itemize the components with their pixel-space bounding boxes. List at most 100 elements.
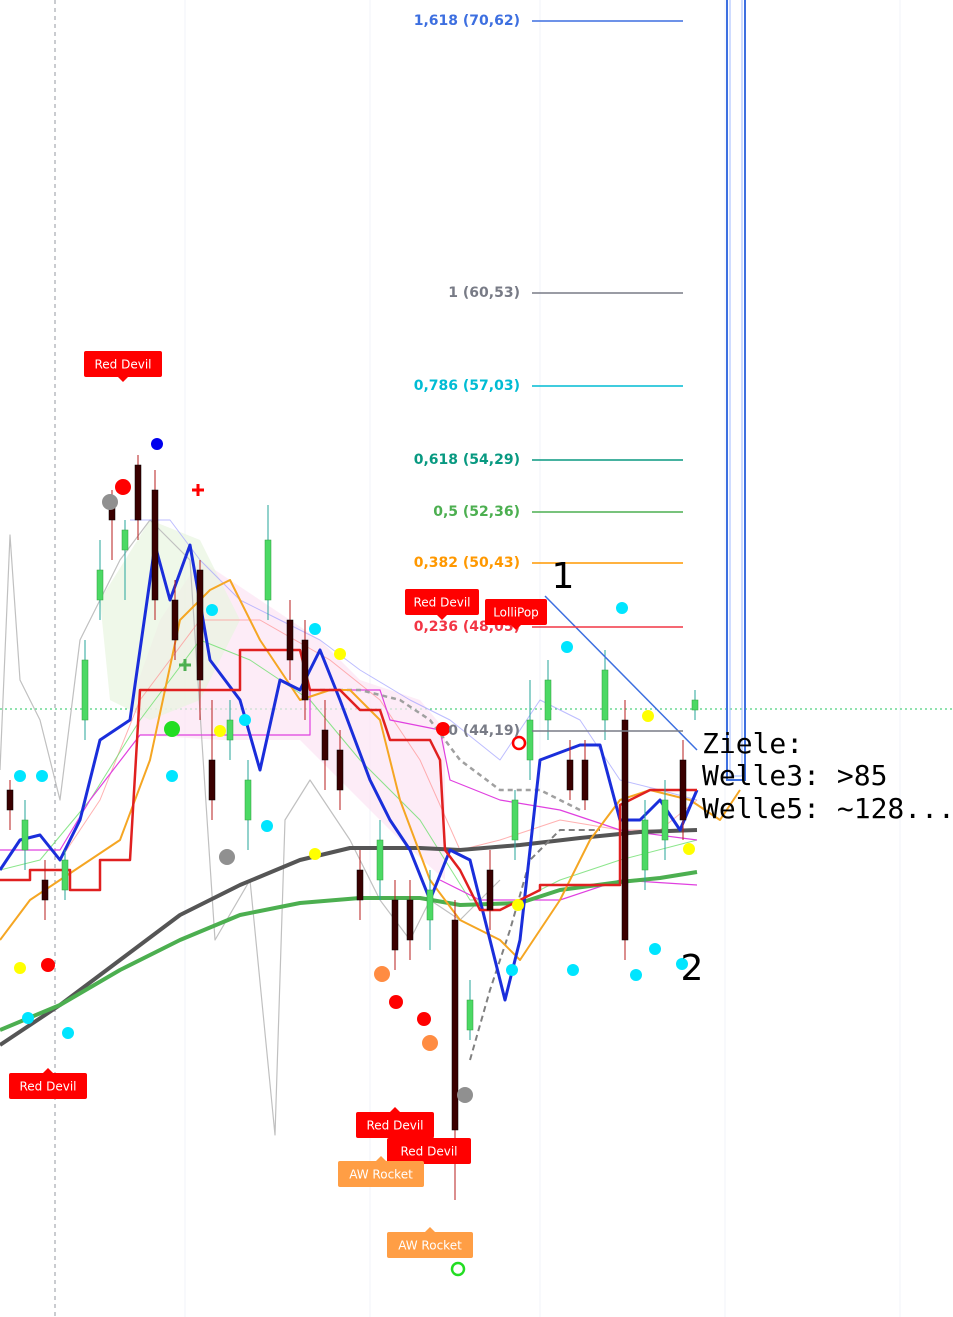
- signal-tag-label: Red Devil: [413, 596, 470, 610]
- note-line: Welle5: ~128...: [702, 792, 953, 825]
- signal-dot: [683, 843, 695, 855]
- candle-body: [134, 464, 142, 521]
- signal-tag: [9, 1073, 87, 1099]
- signal-dot: [630, 969, 642, 981]
- candle-body: [526, 719, 534, 761]
- candle-body: [391, 899, 399, 951]
- candle-body: [264, 539, 272, 601]
- signal-dot: [239, 714, 251, 726]
- signal-dot: [36, 770, 48, 782]
- candle-body: [196, 569, 204, 681]
- signal-tag-pointer: [42, 1068, 54, 1074]
- signal-dot: [642, 710, 654, 722]
- candle-body: [376, 839, 384, 881]
- wave-label: 2: [681, 948, 704, 989]
- cloud: [100, 520, 240, 720]
- candle-body: [356, 869, 364, 901]
- signal-dot: [166, 770, 178, 782]
- candle-body: [321, 729, 329, 761]
- signal-dot: [676, 958, 688, 970]
- signal-tag-label: AW Rocket: [349, 1168, 413, 1182]
- candle-body: [601, 669, 609, 721]
- fib-label: 0,618 (54,29): [414, 452, 520, 468]
- step-line: [0, 648, 697, 912]
- moving-average: [469, 829, 600, 1061]
- signal-dot: [389, 995, 403, 1009]
- candle-body: [691, 699, 699, 711]
- signal-dot: [41, 958, 55, 972]
- signal-tag-pointer: [510, 624, 522, 630]
- fib-label: 1 (60,53): [448, 285, 520, 301]
- signal-dot: [436, 722, 450, 736]
- oscillator: [0, 519, 501, 1136]
- signal-tag-pointer: [424, 1227, 436, 1233]
- candle-body: [244, 779, 252, 821]
- signal-tag: [485, 599, 547, 625]
- signal-dot: [309, 848, 321, 860]
- trend-line: [544, 595, 698, 751]
- signal-dot: [214, 725, 226, 737]
- candle-body: [466, 999, 474, 1031]
- signal-line: [0, 579, 741, 961]
- candle-body: [406, 899, 414, 941]
- signal-dot: [567, 964, 579, 976]
- signal-dot: [219, 849, 235, 865]
- signal-ring: [450, 1261, 466, 1277]
- signal-ring: [511, 735, 527, 751]
- candle-body: [426, 889, 434, 921]
- signal-tag-pointer: [389, 1107, 401, 1113]
- channel: [0, 689, 698, 851]
- fib-label: 0,5 (52,36): [433, 504, 520, 520]
- signal-tag: [84, 351, 162, 377]
- candle-body: [301, 639, 309, 701]
- signal-tag-pointer: [117, 376, 129, 382]
- signal-dot: [261, 820, 273, 832]
- signal-tag: [387, 1138, 471, 1164]
- candle-body: [41, 879, 49, 901]
- signal-dot: [102, 494, 118, 510]
- signal-cross: [192, 484, 204, 496]
- signal-dot: [151, 438, 163, 450]
- signal-tag: [356, 1112, 434, 1138]
- fib-label: 1,618 (70,62): [414, 13, 520, 29]
- signal-dot: [22, 1012, 34, 1024]
- wave-label: 1: [552, 556, 575, 597]
- moving-average: [0, 828, 698, 1047]
- candle-body: [96, 569, 104, 601]
- signal-dot: [164, 721, 180, 737]
- signal-dot: [14, 770, 26, 782]
- signal-tag-label: Red Devil: [94, 358, 151, 372]
- target-line: [729, 0, 743, 777]
- candle-body: [566, 759, 574, 791]
- signal-line: [0, 543, 699, 1002]
- signal-cross: [179, 659, 191, 671]
- candle-body: [451, 919, 459, 1131]
- candle-body: [581, 759, 589, 801]
- candle-body: [81, 659, 89, 721]
- candle-body: [661, 799, 669, 841]
- signal-dot: [512, 899, 524, 911]
- candle-body: [121, 529, 129, 551]
- band-line: [0, 639, 698, 901]
- candle-body: [336, 749, 344, 791]
- candle-body: [21, 819, 29, 851]
- candle-body: [171, 599, 179, 641]
- signal-dot: [62, 1027, 74, 1039]
- signal-dot: [616, 602, 628, 614]
- note-line: Welle3: >85: [702, 759, 887, 792]
- signal-dot: [206, 604, 218, 616]
- signal-tag-label: Red Devil: [366, 1119, 423, 1133]
- signal-dot: [457, 1087, 473, 1103]
- signal-tag-pointer: [423, 1133, 435, 1139]
- signal-dot: [374, 966, 390, 982]
- signal-tag-label: AW Rocket: [398, 1239, 462, 1253]
- target-line: [726, 0, 746, 781]
- signal-tag-pointer: [436, 614, 448, 620]
- candle-body: [208, 759, 216, 801]
- signal-dot: [417, 1012, 431, 1026]
- candle-body: [286, 619, 294, 661]
- band-line: [130, 519, 698, 801]
- signal-tag-label: LolliPop: [493, 606, 539, 620]
